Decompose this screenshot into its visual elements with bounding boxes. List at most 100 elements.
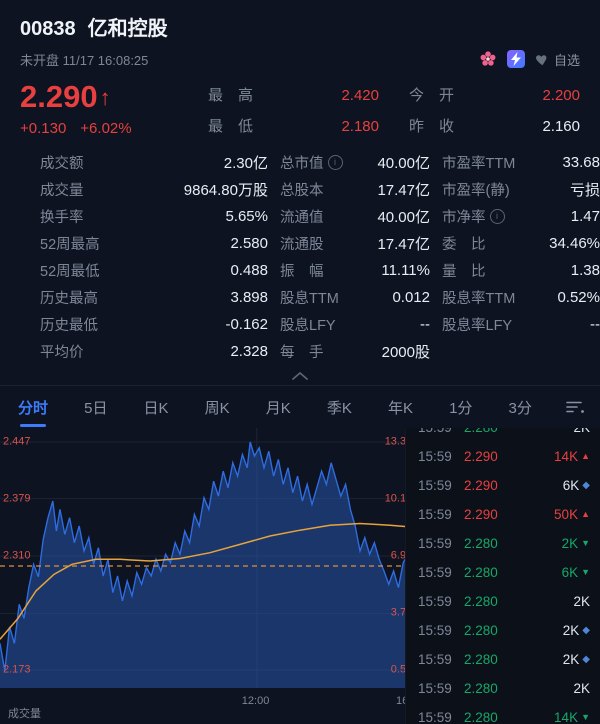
stat-cell: 股息LFY -- <box>280 311 430 338</box>
tab-月K[interactable]: 月K <box>265 399 291 417</box>
stat-value: 40.00亿 <box>377 209 430 226</box>
quote-summary-cell: 今 开 2.200 <box>409 84 580 105</box>
info-icon[interactable]: i <box>489 209 505 224</box>
tab-3分[interactable]: 3分 <box>508 399 532 417</box>
tab-5日[interactable]: 5日 <box>84 399 108 417</box>
tick-row[interactable]: 15:59 2.280 6K ▼ <box>418 558 590 587</box>
tick-price: 2.290 <box>464 449 498 464</box>
tick-price: 2.280 <box>464 565 498 580</box>
tick-row[interactable]: 15:59 2.280 2K ◆ <box>418 616 590 645</box>
indicator-settings-icon[interactable] <box>566 400 584 414</box>
tick-direction-up-icon: ▲ <box>581 509 590 519</box>
volume-pane-label: 成交量 <box>8 708 41 720</box>
tab-周K[interactable]: 周K <box>204 399 230 417</box>
stat-cell: 52周最高 2.580 <box>40 230 268 257</box>
stat-cell: 量 比 1.38 <box>442 257 600 284</box>
tab-季K[interactable]: 季K <box>326 399 352 417</box>
stat-value: 40.00亿 <box>377 155 430 172</box>
price-up-arrow-icon: ↑ <box>99 84 111 110</box>
stat-label: 成交额 <box>40 156 84 172</box>
tick-row[interactable]: 15:59 2.280 14K ▼ <box>418 703 590 724</box>
quote-label: 最 低 <box>208 118 254 135</box>
tick-price: 2.280 <box>464 536 498 551</box>
last-price: 2.290 <box>20 79 98 114</box>
quote-grid: 最 高 2.420 今 开 2.200 最 低 2.180 昨 收 2.160 <box>208 81 580 136</box>
tick-volume: 6K ◆ <box>562 478 590 493</box>
hk-flower-icon <box>479 50 497 68</box>
tab-分时[interactable]: 分时 <box>16 386 50 429</box>
stat-cell: 52周最低 0.488 <box>40 257 268 284</box>
tick-time: 15:59 <box>418 507 452 522</box>
tick-time: 15:59 <box>418 449 452 464</box>
chart-period-tabs: 分时 5日 日K 周K 月K 季K 年K 1分 3分 <box>0 385 600 428</box>
tick-direction-diamond-icon: ◆ <box>582 653 590 665</box>
tick-row[interactable]: 15:59 2.280 2K <box>418 587 590 616</box>
y-axis-price-label: 2.447 <box>3 435 31 448</box>
stat-label: 每 手 <box>280 345 324 361</box>
tick-time: 15:59 <box>418 594 452 609</box>
add-watchlist-button[interactable]: 自选 <box>535 50 580 69</box>
tab-日K[interactable]: 日K <box>143 399 169 417</box>
tick-row[interactable]: 15:59 2.290 14K ▲ <box>418 442 590 471</box>
tick-time: 15:59 <box>418 652 452 667</box>
stat-value: 1.38 <box>570 262 600 279</box>
stat-value: 2.328 <box>230 343 268 360</box>
stat-cell: 换手率 5.65% <box>40 203 268 230</box>
stat-label: 市盈率TTM <box>442 156 516 172</box>
stat-value: 34.46% <box>549 235 600 252</box>
tick-volume: 6K ▼ <box>561 565 590 580</box>
tick-price: 2.280 <box>464 652 498 667</box>
tick-time: 15:59 <box>418 623 452 638</box>
stat-value: 亏损 <box>569 182 600 199</box>
heart-icon <box>536 55 547 66</box>
price-block: 2.290 ↑ +0.130 +6.02% <box>20 81 208 137</box>
info-icon[interactable]: i <box>327 155 343 170</box>
tick-volume: 14K ▼ <box>554 710 590 724</box>
stat-label: 股息LFY <box>280 318 336 334</box>
stat-cell: 股息率LFY -- <box>442 311 600 338</box>
chevron-up-icon <box>292 371 308 380</box>
stat-label: 换手率 <box>40 210 84 226</box>
tick-list[interactable]: 15:592.2802K15:592.29014K▲15:592.2906K◆1… <box>405 428 600 724</box>
stat-label: 历史最低 <box>40 318 98 334</box>
collapse-toggle[interactable] <box>0 365 600 385</box>
tick-time: 15:59 <box>418 536 452 551</box>
y-axis-pct-label: 13.31% <box>384 435 422 448</box>
stat-label: 历史最高 <box>40 291 98 307</box>
stock-code: 00838 <box>20 18 76 40</box>
stat-label: 52周最低 <box>40 264 100 280</box>
tick-volume: 2K <box>573 594 590 609</box>
stat-label: 股息率TTM <box>442 291 516 307</box>
price-area: 2.290 ↑ +0.130 +6.02% 最 高 2.420 今 开 2.200 最 … <box>20 81 580 137</box>
tab-1分[interactable]: 1分 <box>449 399 473 417</box>
stat-value: 1.47 <box>570 208 600 225</box>
stat-cell: 每 手 2000股 <box>280 338 430 365</box>
tick-direction-diamond-icon: ◆ <box>582 624 590 636</box>
tick-price: 2.280 <box>464 594 498 609</box>
lightning-icon[interactable] <box>506 50 525 68</box>
quote-summary-cell: 最 低 2.180 <box>208 115 379 136</box>
tick-row[interactable]: 15:59 2.290 6K ◆ <box>418 471 590 500</box>
stat-value: 33.68 <box>562 154 600 171</box>
tick-row[interactable]: 15:59 2.290 50K ▲ <box>418 500 590 529</box>
header-icons: 自选 <box>479 50 580 69</box>
stat-cell: 市净率 i 1.47 <box>442 203 600 230</box>
stat-value: 11.11% <box>381 262 430 279</box>
stat-label: 量 比 <box>442 264 486 280</box>
tick-volume: 2K <box>573 428 590 435</box>
tick-row[interactable]: 15:59 2.280 2K ◆ <box>418 645 590 674</box>
stat-value: -0.162 <box>225 316 268 333</box>
stat-cell: 委 比 34.46% <box>442 230 600 257</box>
stat-value: 5.65% <box>225 208 268 225</box>
stat-label: 52周最高 <box>40 237 100 253</box>
tick-price: 2.280 <box>464 428 516 435</box>
quote-label: 最 高 <box>208 87 254 104</box>
tab-年K[interactable]: 年K <box>387 399 413 417</box>
price-change: +0.130 <box>20 120 67 137</box>
stat-cell: 平均价 2.328 <box>40 338 268 365</box>
tick-row[interactable]: 15:59 2.280 2K ▼ <box>418 529 590 558</box>
stat-cell: 振 幅 11.11% <box>280 257 430 284</box>
